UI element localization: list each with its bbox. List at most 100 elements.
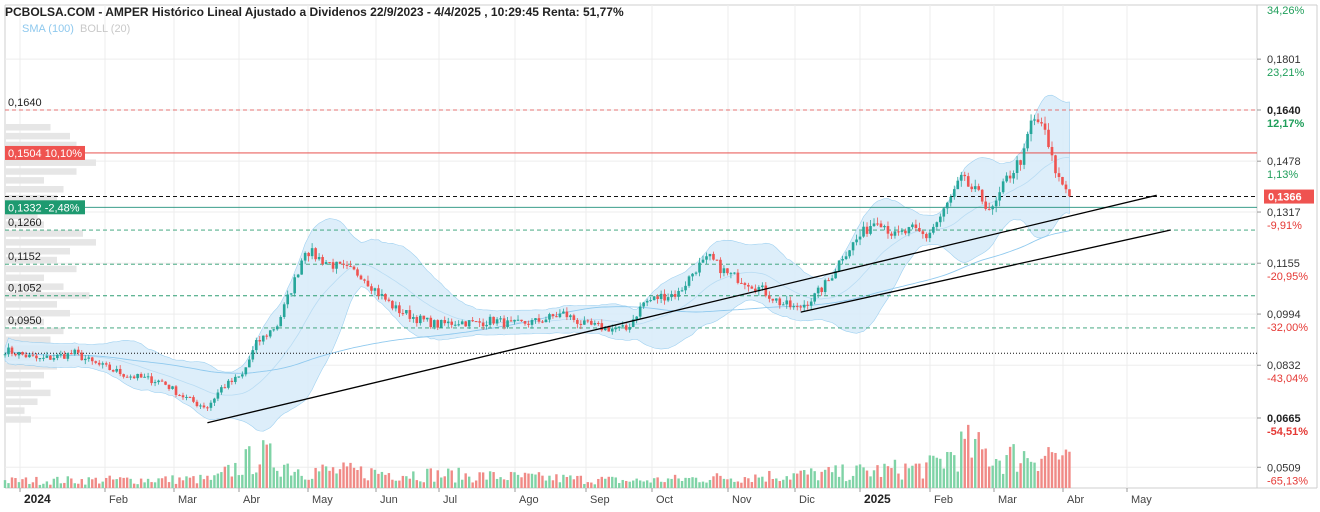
candle-body: [209, 402, 213, 408]
candle-body: [199, 405, 202, 407]
last-price-tag: 0,1366: [1268, 192, 1302, 204]
volume-bar: [607, 476, 610, 488]
candle-body: [129, 376, 132, 378]
volume-bar: [38, 484, 42, 488]
candle-body: [300, 260, 303, 275]
volume-profile-bar: [5, 265, 77, 273]
candle-body: [1057, 173, 1061, 177]
candle-body: [66, 352, 70, 359]
volume-bar: [1064, 449, 1068, 488]
volume-bar: [764, 481, 768, 488]
candle-body: [83, 358, 87, 361]
volume-bar: [593, 484, 597, 488]
candle-body: [237, 376, 241, 378]
candle-body: [656, 296, 659, 300]
y-pct-label: -20,95%: [1267, 271, 1308, 283]
volume-bar: [478, 472, 481, 488]
volume-bar: [1022, 451, 1026, 488]
candle-body: [328, 262, 331, 264]
volume-bar: [604, 478, 607, 488]
volume-bar: [307, 479, 310, 488]
bollinger-band: [4, 94, 1070, 432]
volume-bar: [754, 474, 757, 488]
x-tick-label: Sep: [590, 494, 610, 506]
volume-profile-bar: [5, 407, 25, 414]
volume-bar: [652, 478, 656, 488]
volume-bar: [569, 475, 572, 488]
volume-bar: [35, 476, 38, 488]
candle-body: [49, 355, 52, 360]
volume-bar: [841, 464, 844, 488]
y-pct-label: 23,21%: [1267, 67, 1305, 79]
volume-bar: [708, 479, 712, 488]
candle-body: [234, 376, 237, 382]
candle-body: [659, 293, 663, 300]
volume-bar: [216, 473, 220, 488]
volume-bar: [687, 478, 691, 488]
volume-bar: [628, 481, 631, 488]
candle-body: [628, 327, 632, 330]
volume-bar: [181, 480, 185, 488]
volume-profile-bar: [5, 274, 44, 282]
candle-body: [143, 376, 146, 378]
candle-body: [419, 315, 422, 324]
candle-body: [363, 279, 366, 281]
volume-bar: [150, 482, 153, 488]
candle-body: [324, 262, 328, 264]
candle-body: [911, 224, 914, 228]
candle-body: [282, 304, 286, 317]
boll-indicator-label[interactable]: BOLL (20): [80, 23, 130, 35]
volume-bar: [597, 478, 600, 488]
volume-bar: [513, 472, 516, 488]
volume-bar: [775, 478, 778, 488]
volume-bar: [974, 438, 977, 488]
volume-bar: [433, 481, 436, 488]
volume-bar: [244, 449, 248, 488]
candle-body: [583, 320, 586, 325]
candle-body: [481, 322, 485, 327]
volume-bar: [171, 475, 174, 488]
volume-bar: [359, 466, 363, 488]
volume-bar: [935, 457, 939, 488]
candle-body: [171, 386, 174, 389]
candle-body: [516, 319, 520, 321]
sma-indicator-label[interactable]: SMA (100): [22, 23, 74, 35]
y-tick-label: 0,0832: [1267, 360, 1301, 372]
volume-bar: [286, 463, 289, 488]
candle-body: [474, 321, 478, 323]
candle-body: [914, 224, 918, 229]
volume-bar: [611, 476, 614, 488]
volume-bar: [1047, 447, 1050, 488]
volume-bar: [541, 475, 544, 488]
volume-bar: [241, 474, 244, 488]
candle-body: [687, 276, 691, 286]
volume-bar: [1036, 471, 1040, 488]
candle-body: [450, 321, 454, 325]
candle-body: [1061, 176, 1064, 185]
candle-body: [638, 306, 642, 317]
candle-body: [349, 265, 352, 267]
candle-body: [412, 317, 415, 319]
candle-body: [52, 358, 56, 360]
candle-body: [813, 293, 816, 302]
candle-body: [743, 283, 747, 285]
candle-body: [1064, 184, 1068, 190]
volume-bar: [394, 480, 398, 488]
volume-bar: [897, 473, 900, 488]
volume-bar: [502, 479, 506, 488]
volume-bar: [837, 476, 841, 488]
volume-bar: [844, 481, 848, 488]
volume-bar: [998, 460, 1001, 488]
volume-bar: [680, 480, 684, 488]
y-tick-label: 0,0994: [1267, 309, 1301, 321]
candle-body: [425, 317, 429, 320]
y-pct-label: -9,91%: [1267, 220, 1302, 232]
volume-bar: [73, 483, 76, 488]
volume-bar: [809, 468, 813, 488]
volume-bar: [289, 475, 293, 488]
volume-bar: [10, 477, 14, 488]
candle-body: [317, 257, 321, 260]
candle-body: [541, 321, 544, 323]
volume-bar: [195, 483, 199, 488]
candle-body: [405, 310, 408, 314]
